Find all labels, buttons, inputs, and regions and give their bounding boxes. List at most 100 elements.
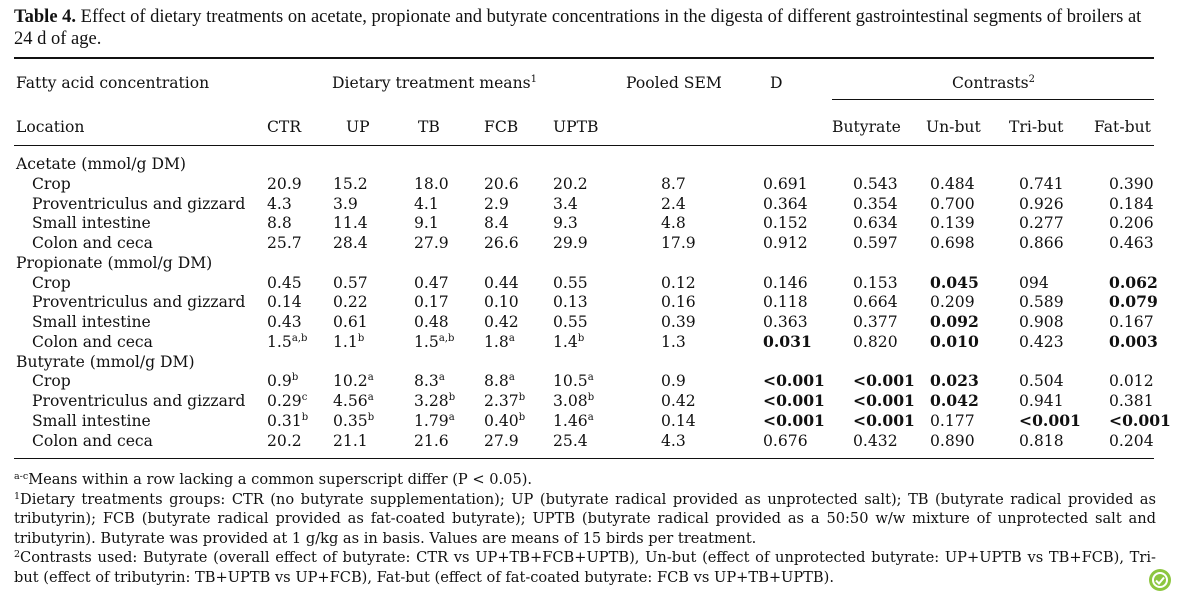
location-cell: Small intestine <box>32 214 151 233</box>
tribut-value: 094 <box>1019 273 1049 292</box>
fatbut-value: 0.204 <box>1109 431 1154 450</box>
treatment-means-label: Dietary treatment means <box>332 74 531 92</box>
fatbut-cell: 0.204 <box>1109 431 1154 451</box>
unbut-value: 0.023 <box>930 371 979 391</box>
uptb-value: 1.46 <box>553 411 588 430</box>
d-header: D <box>770 74 783 92</box>
significance-superscript: a <box>448 411 455 423</box>
significance-superscript: a <box>587 372 594 384</box>
tb-cell: 0.17 <box>414 292 449 312</box>
tb-cell: 3.28b <box>414 391 455 411</box>
unbut-value: 0.042 <box>930 391 979 410</box>
unbut-cell: 0.177 <box>930 411 975 431</box>
ctr-cell: 25.7 <box>267 233 302 253</box>
unbut-value: 0.092 <box>930 312 979 331</box>
d-value: 0.118 <box>763 293 808 312</box>
publisher-logo-icon[interactable] <box>1148 568 1172 592</box>
butyrate-cell: <0.001 <box>853 391 915 411</box>
significance-superscript: b <box>577 332 585 344</box>
sem-cell: 4.8 <box>661 213 686 233</box>
butyrate-cell: 0.543 <box>853 174 898 194</box>
ctr-cell: 1.5a,b <box>267 332 307 352</box>
fcb-cell: 0.10 <box>484 292 519 312</box>
tb-value: 0.48 <box>414 313 449 331</box>
sem-cell: 0.12 <box>661 273 696 293</box>
uptb-cell: 20.2 <box>553 174 588 194</box>
unbut-cell: 0.092 <box>930 312 979 332</box>
tb-value: 21.6 <box>414 431 449 450</box>
d-cell: <0.001 <box>763 371 825 391</box>
tribut-cell: 0.741 <box>1019 174 1064 194</box>
ctr-value: 0.9 <box>267 372 292 391</box>
significance-superscript: b <box>448 392 456 403</box>
tribut-value: <0.001 <box>1019 410 1081 430</box>
tribut-cell: 0.423 <box>1019 332 1064 352</box>
location-cell: Crop <box>32 273 71 292</box>
fatbut-header: Fat-but <box>1094 118 1151 136</box>
butyrate-value: <0.001 <box>853 371 915 391</box>
unbut-cell: 0.698 <box>930 233 975 253</box>
tribut-cell: 0.277 <box>1019 213 1064 233</box>
d-cell: 0.146 <box>763 273 808 293</box>
unbut-value: 0.700 <box>930 194 975 213</box>
fcb-value: 27.9 <box>484 431 519 450</box>
tribut-value: 0.741 <box>1019 174 1064 193</box>
up-cell: 0.22 <box>333 292 368 312</box>
ctr-value: 25.7 <box>267 234 302 252</box>
fatbut-cell: 0.012 <box>1109 371 1154 391</box>
significance-superscript: a <box>508 332 515 344</box>
ctr-value: 20.9 <box>267 174 302 193</box>
unbut-cell: 0.010 <box>930 332 979 352</box>
sem-cell: 8.7 <box>661 174 686 194</box>
up-value: 0.57 <box>333 273 368 292</box>
tb-cell: 8.3a <box>414 371 445 391</box>
butyrate-value: 0.432 <box>853 431 898 450</box>
uptb-value: 0.55 <box>553 313 588 331</box>
fcb-value: 2.37 <box>484 392 519 410</box>
up-cell: 3.9 <box>333 194 358 214</box>
butyrate-value: 0.634 <box>853 214 898 233</box>
tribut-cell: 0.866 <box>1019 233 1064 253</box>
tribut-value: 0.926 <box>1019 194 1064 213</box>
fcb-cell: 0.40b <box>484 411 525 431</box>
sem-cell: 0.16 <box>661 292 696 312</box>
ctr-cell: 20.9 <box>267 174 302 194</box>
unbut-value: 0.698 <box>930 234 975 252</box>
contrasts-header: Contrasts2 <box>952 73 1035 93</box>
uptb-value: 25.4 <box>553 431 588 450</box>
tb-value: 3.28 <box>414 392 449 410</box>
unbut-cell: 0.890 <box>930 431 975 451</box>
top-rule <box>14 57 1154 59</box>
butyrate-value: 0.664 <box>853 293 898 312</box>
tribut-cell: 0.941 <box>1019 391 1064 411</box>
significance-superscript: a <box>508 372 515 384</box>
tribut-value: 0.423 <box>1019 332 1064 351</box>
fcb-cell: 27.9 <box>484 431 519 451</box>
uptb-value: 3.4 <box>553 194 578 213</box>
d-value: 0.146 <box>763 273 808 292</box>
tb-value: 0.17 <box>414 293 449 312</box>
unbut-value: 0.177 <box>930 411 975 430</box>
location-header: Location <box>16 118 85 136</box>
fcb-value: 1.8 <box>484 332 509 351</box>
fatbut-value: 0.003 <box>1109 331 1158 351</box>
ctr-value: 0.14 <box>267 293 302 312</box>
fatbut-value: 0.079 <box>1109 292 1158 312</box>
unbut-value: 0.484 <box>930 174 975 193</box>
d-value: 0.912 <box>763 234 808 252</box>
header-row-2: Location CTR UP TB FCB UPTB Butyrate Un-… <box>14 117 1154 137</box>
up-cell: 4.56a <box>333 391 374 411</box>
butyrate-cell: 0.354 <box>853 194 898 214</box>
d-cell: 0.152 <box>763 213 808 233</box>
header-rule <box>14 145 1154 146</box>
d-cell: 0.691 <box>763 174 808 194</box>
table-title: Effect of dietary treatments on acetate,… <box>14 7 1142 49</box>
fatbut-value: <0.001 <box>1109 410 1171 430</box>
fatbut-value: 0.381 <box>1109 392 1154 410</box>
d-value: 0.363 <box>763 313 808 331</box>
fatbut-cell: <0.001 <box>1109 411 1171 431</box>
ctr-cell: 0.43 <box>267 312 302 332</box>
ctr-value: 0.31 <box>267 411 302 430</box>
fcb-cell: 20.6 <box>484 174 519 194</box>
uptb-value: 0.55 <box>553 273 588 292</box>
